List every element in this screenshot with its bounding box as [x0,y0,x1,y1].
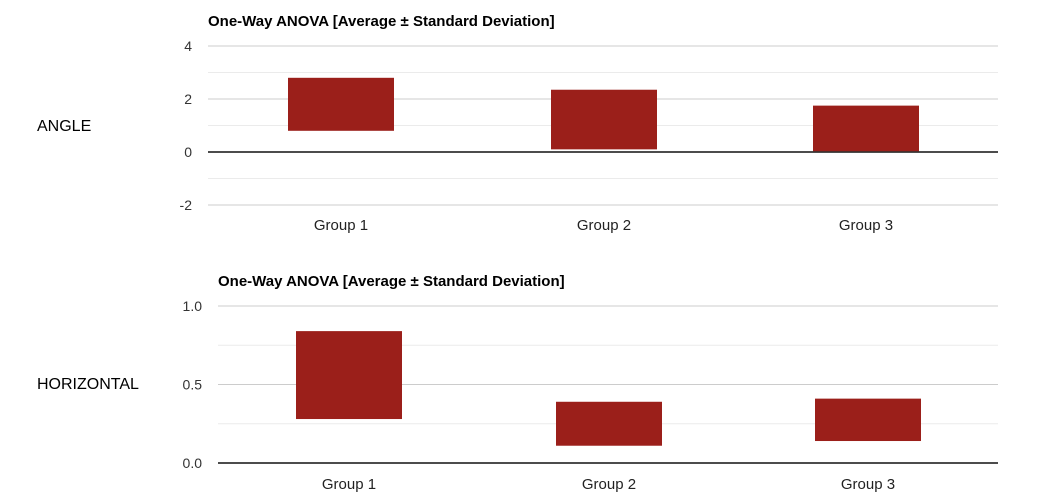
x-category-label: Group 1 [322,476,376,493]
bar-group-2 [556,401,662,446]
x-category-label: Group 3 [839,217,893,234]
x-category-label: Group 2 [577,217,631,234]
horizontal-chart: One-Way ANOVA [Average ± Standard Deviat… [183,273,998,493]
bar-group-1 [288,77,394,131]
y-tick-label: -2 [180,197,193,213]
chart-title: One-Way ANOVA [Average ± Standard Deviat… [218,273,565,290]
row-label-angle: ANGLE [37,118,92,135]
angle-chart: One-Way ANOVA [Average ± Standard Deviat… [180,13,998,234]
bar-group-3 [815,398,921,442]
y-tick-label: 0.5 [183,377,203,393]
chart-title: One-Way ANOVA [Average ± Standard Deviat… [208,13,555,30]
row-label-horizontal: HORIZONTAL [37,376,139,393]
y-tick-label: 0.0 [183,455,203,471]
x-category-label: Group 3 [841,476,895,493]
y-tick-label: 4 [184,38,192,54]
x-category-label: Group 1 [314,217,368,234]
y-tick-label: 0 [184,144,192,160]
bar-group-2 [551,89,657,150]
y-tick-label: 2 [184,91,192,107]
y-tick-label: 1.0 [183,298,203,314]
bar-group-3 [813,105,919,152]
x-category-label: Group 2 [582,476,636,493]
bar-group-1 [296,331,402,420]
